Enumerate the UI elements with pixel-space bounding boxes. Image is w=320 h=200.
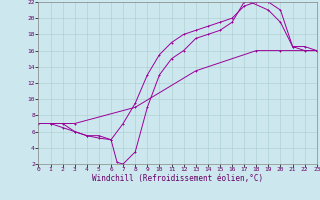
X-axis label: Windchill (Refroidissement éolien,°C): Windchill (Refroidissement éolien,°C) xyxy=(92,174,263,183)
